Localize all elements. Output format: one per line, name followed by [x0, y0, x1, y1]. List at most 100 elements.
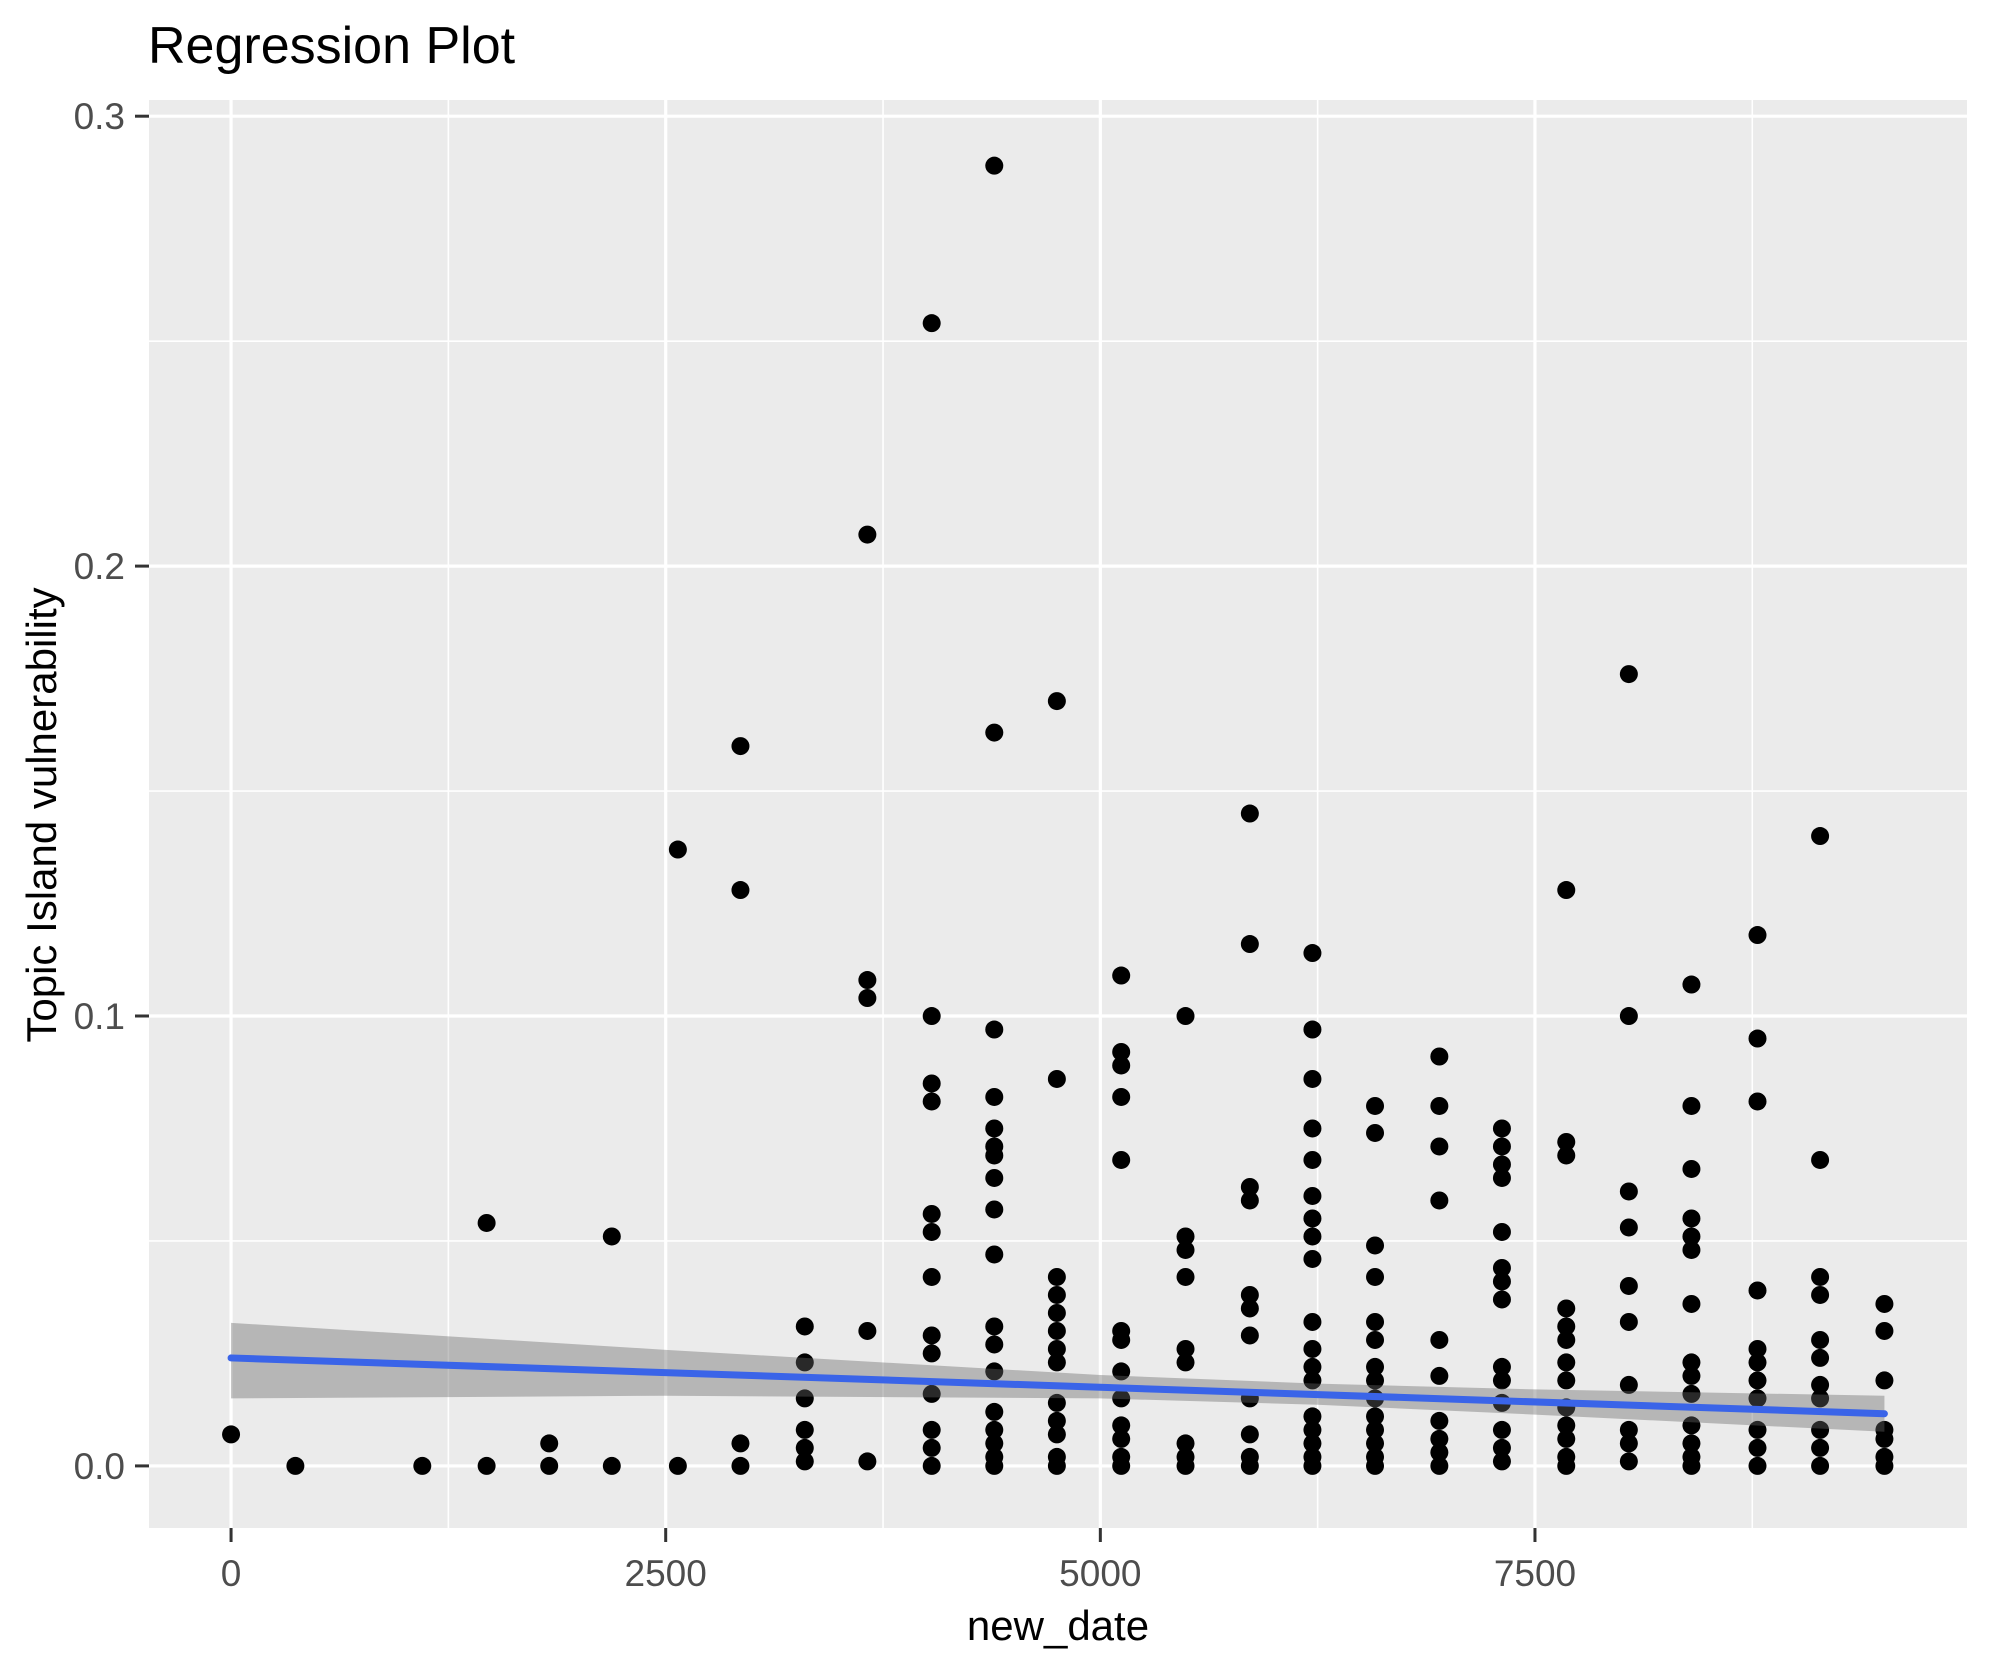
data-point — [1492, 1438, 1511, 1457]
data-point — [1811, 1267, 1830, 1286]
data-point — [1176, 1227, 1195, 1246]
data-point — [1811, 1375, 1830, 1394]
data-point — [1112, 1043, 1131, 1061]
data-point — [1112, 1389, 1131, 1408]
data-point — [1748, 1092, 1767, 1111]
y-tick-label: 0.0 — [74, 1446, 125, 1487]
data-point — [1557, 1429, 1576, 1448]
data-point — [1176, 1339, 1195, 1358]
y-tick-label: 0.2 — [74, 546, 125, 587]
data-point — [1047, 1285, 1066, 1304]
data-point — [1492, 1452, 1511, 1471]
data-point — [1557, 881, 1576, 900]
data-point — [858, 525, 877, 544]
data-point — [1430, 1191, 1449, 1210]
data-point — [1875, 1456, 1894, 1475]
data-point — [1112, 1456, 1131, 1475]
data-point — [540, 1434, 559, 1453]
data-point — [1047, 1353, 1066, 1372]
data-point — [1619, 1452, 1638, 1471]
confidence-band — [231, 1322, 1885, 1432]
data-point — [286, 1456, 305, 1475]
data-point — [602, 1227, 621, 1246]
data-point — [1240, 1326, 1259, 1345]
data-point — [1366, 1371, 1385, 1390]
data-point — [1619, 1182, 1638, 1201]
regression-line — [227, 1354, 1888, 1418]
data-point — [1366, 1407, 1385, 1426]
data-point — [1112, 1362, 1131, 1381]
data-point — [1303, 1434, 1322, 1453]
data-point — [1682, 1456, 1701, 1475]
data-point — [1619, 665, 1638, 684]
data-point — [1811, 1438, 1830, 1457]
data-point — [477, 1456, 496, 1475]
data-point — [1748, 926, 1767, 945]
data-point — [413, 1456, 432, 1475]
data-point — [1303, 1119, 1322, 1138]
data-point — [1112, 1416, 1131, 1435]
data-point — [985, 156, 1004, 175]
data-point — [477, 1213, 496, 1232]
data-point — [1303, 1312, 1322, 1331]
data-point — [1240, 1456, 1259, 1475]
data-point — [1366, 1096, 1385, 1115]
data-point — [1682, 1353, 1701, 1372]
data-point — [1047, 692, 1066, 711]
data-point — [1366, 1267, 1385, 1286]
data-point — [1682, 1294, 1701, 1313]
data-point — [1811, 1330, 1830, 1349]
data-point — [1240, 804, 1259, 823]
data-point — [1492, 1137, 1511, 1156]
data-point — [1748, 1371, 1767, 1390]
data-point — [858, 971, 877, 990]
data-point — [1557, 1456, 1576, 1475]
data-point — [1557, 1299, 1576, 1318]
data-point — [1682, 1209, 1701, 1228]
data-point — [1303, 1069, 1322, 1088]
data-point — [922, 1420, 941, 1439]
data-point — [795, 1420, 814, 1439]
data-point — [1366, 1420, 1385, 1439]
x-tick-label: 0 — [221, 1553, 242, 1594]
data-point — [1430, 1411, 1449, 1430]
data-point — [1619, 1312, 1638, 1331]
data-point — [795, 1353, 814, 1372]
x-tick-label: 5000 — [1059, 1553, 1141, 1594]
data-point — [795, 1389, 814, 1408]
data-point — [1492, 1155, 1511, 1174]
data-point — [1303, 1357, 1322, 1376]
data-point — [1047, 1425, 1066, 1444]
data-point — [1240, 1177, 1259, 1196]
data-point — [1366, 1236, 1385, 1255]
data-point — [1682, 1366, 1701, 1385]
data-point — [1112, 1150, 1131, 1169]
data-point — [1430, 1330, 1449, 1349]
data-point — [1748, 1438, 1767, 1457]
data-point — [985, 1362, 1004, 1381]
data-point — [668, 840, 687, 859]
data-point — [922, 1384, 941, 1403]
data-point — [795, 1438, 814, 1457]
data-point — [1557, 1416, 1576, 1435]
y-tick-label: 0.1 — [74, 996, 125, 1037]
data-point — [1303, 1249, 1322, 1268]
data-point — [1492, 1258, 1511, 1277]
data-point — [1682, 1416, 1701, 1435]
data-point — [1303, 1150, 1322, 1169]
data-point — [1682, 1384, 1701, 1403]
data-point — [1303, 1456, 1322, 1475]
data-point — [922, 1007, 941, 1026]
data-point — [222, 1425, 241, 1444]
data-point — [985, 1146, 1004, 1165]
data-point — [985, 1456, 1004, 1475]
page-title: Regression Plot — [148, 17, 516, 75]
data-point — [1430, 1366, 1449, 1385]
data-point — [1303, 1020, 1322, 1039]
data-point — [1303, 1371, 1322, 1390]
data-point — [731, 881, 750, 900]
data-point — [602, 1456, 621, 1475]
data-point — [1047, 1303, 1066, 1322]
